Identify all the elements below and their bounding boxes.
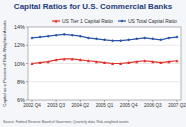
marker: [95, 60, 98, 63]
tick: [26, 27, 28, 28]
marker: [47, 35, 50, 38]
marker: [103, 38, 106, 41]
marker: [39, 61, 42, 64]
marker: [176, 36, 179, 39]
series-group: [31, 33, 179, 65]
marker: [159, 38, 162, 41]
marker: [143, 36, 146, 39]
tick: [128, 100, 129, 102]
tick: [80, 100, 81, 102]
marker: [151, 37, 154, 40]
tick: [32, 100, 33, 102]
tick: [26, 63, 28, 64]
tick: [26, 81, 28, 82]
marker: [103, 61, 106, 64]
marker: [159, 61, 162, 64]
marker: [87, 59, 90, 62]
marker: [39, 36, 42, 39]
y-axis-label: Capital as a Percent of Risk-Weighted As…: [2, 20, 7, 106]
chart: Capital Ratios for U.S. Commercial Banks…: [0, 0, 186, 127]
grid-line: [28, 81, 181, 82]
marker: [135, 60, 138, 63]
series-line: [32, 59, 177, 64]
legend-label: US Total Capital Ratio: [128, 18, 177, 24]
marker: [47, 60, 50, 63]
marker: [127, 38, 130, 41]
marker: [167, 36, 170, 39]
marker: [55, 34, 58, 37]
x-tick-label: 2005 Q4: [120, 103, 138, 108]
marker: [127, 61, 130, 64]
marker: [63, 57, 66, 60]
y-tick-label: 8%: [17, 79, 25, 85]
tick: [177, 100, 178, 102]
title: Capital Ratios for U.S. Commercial Banks: [14, 2, 173, 11]
marker: [79, 58, 82, 61]
x-tick-label: 2002 Q4: [23, 103, 41, 108]
marker: [119, 39, 122, 42]
marker: [111, 39, 114, 42]
marker: [79, 35, 82, 38]
source-note: Source: Federal Reserve Board of Governo…: [3, 120, 129, 124]
marker: [143, 59, 146, 62]
x-tick-label: 2006 Q3: [144, 103, 162, 108]
y-tick-label: 12%: [14, 42, 25, 48]
legend-swatch: [52, 20, 60, 21]
grid-line: [28, 45, 181, 46]
tick: [26, 100, 28, 101]
legend-swatch: [118, 20, 126, 21]
marker: [63, 33, 66, 36]
marker: [71, 34, 74, 37]
marker: [55, 58, 58, 61]
tick: [104, 100, 105, 102]
x-tick-label: 2005 Q1: [96, 103, 114, 108]
marker: [71, 57, 74, 60]
marker: [119, 62, 122, 65]
tick: [26, 45, 28, 46]
series-line: [32, 34, 177, 40]
legend-marker: [55, 20, 58, 23]
tick: [56, 100, 57, 102]
marker: [176, 59, 179, 62]
x-tick-label: 2007 Q2: [168, 103, 186, 108]
marker: [87, 36, 90, 39]
plot-area: [28, 27, 181, 100]
legend-label: US Tier 1 Capital Ratio: [62, 18, 113, 24]
x-tick-label: 2003 Q3: [47, 103, 65, 108]
marker: [95, 37, 98, 40]
marker: [151, 60, 154, 63]
marker: [111, 62, 114, 65]
background: [0, 0, 186, 127]
marker: [31, 36, 34, 39]
grid-line: [28, 27, 181, 28]
marker: [167, 60, 170, 63]
marker: [135, 37, 138, 40]
legend-marker: [121, 20, 124, 23]
tick: [152, 100, 153, 102]
y-tick-label: 14%: [14, 24, 25, 30]
x-tick-label: 2004 Q2: [72, 103, 90, 108]
marker: [31, 62, 34, 65]
y-tick-label: 10%: [14, 61, 25, 67]
